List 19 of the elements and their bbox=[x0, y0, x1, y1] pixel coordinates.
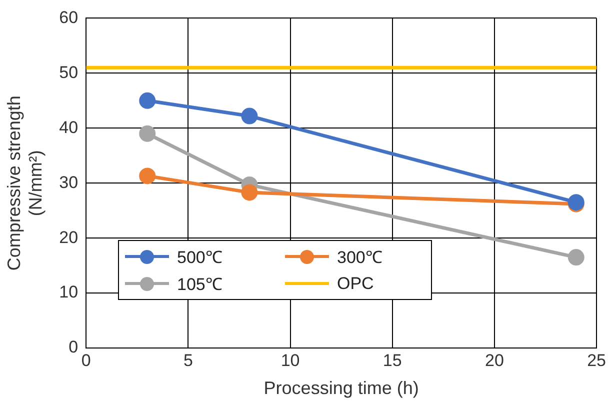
x-tick-label: 20 bbox=[484, 350, 504, 370]
y-tick-label: 60 bbox=[59, 8, 78, 27]
y-tick-label: 20 bbox=[59, 228, 78, 247]
x-tick-label: 0 bbox=[81, 350, 91, 370]
y-tick-label: 40 bbox=[59, 118, 78, 137]
y-tick-label: 50 bbox=[59, 62, 78, 82]
y-tick-label: 30 bbox=[59, 172, 78, 192]
y-axis-title: Compressive strength (N/mm²) bbox=[4, 96, 46, 271]
x-tick-label: 15 bbox=[382, 350, 402, 370]
legend-label: 300℃ bbox=[337, 247, 382, 268]
x-tick-label: 5 bbox=[183, 350, 193, 370]
y-tick-label: 10 bbox=[59, 282, 78, 302]
legend-label: 500℃ bbox=[177, 247, 222, 268]
legend-label: OPC bbox=[337, 274, 374, 294]
legend-label: 105℃ bbox=[177, 274, 222, 295]
x-axis-title: Processing time (h) bbox=[264, 378, 419, 398]
x-tick-label: 25 bbox=[587, 350, 606, 370]
x-tick-label: 10 bbox=[280, 350, 300, 370]
y-tick-label: 0 bbox=[68, 338, 78, 357]
